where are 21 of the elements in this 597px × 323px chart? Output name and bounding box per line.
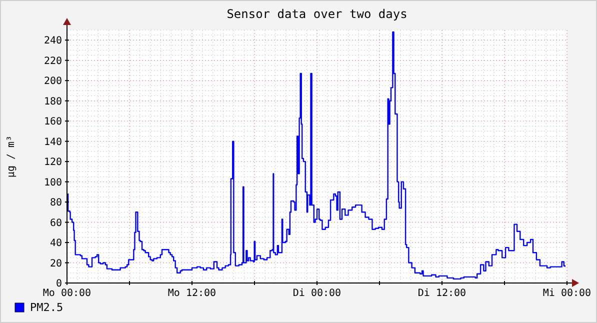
y-tick-label: 40 xyxy=(50,238,62,250)
y-tick-label: 180 xyxy=(44,96,62,108)
y-tick-label: 60 xyxy=(50,218,62,229)
y-tick-label: 0 xyxy=(56,278,62,290)
x-tick-label: Mi 00:00 xyxy=(542,288,592,299)
y-tick-label: 200 xyxy=(44,76,62,88)
x-tick-label: Di 12:00 xyxy=(418,288,466,299)
y-tick-label: 140 xyxy=(44,136,62,148)
y-tick-label: 160 xyxy=(44,116,62,128)
y-tick-label: 80 xyxy=(50,198,62,209)
y-tick-label: 120 xyxy=(44,157,62,168)
y-axis-title: µg / m³ xyxy=(6,135,17,178)
y-tick-label: 20 xyxy=(50,258,62,270)
chart-title: Sensor data over two days xyxy=(226,7,408,21)
y-tick-label: 220 xyxy=(44,56,62,67)
legend-label: PM2.5 xyxy=(30,301,64,314)
x-tick-label: Mo 00:00 xyxy=(42,288,92,299)
y-tick-label: 100 xyxy=(44,177,62,188)
y-tick-label: 240 xyxy=(44,36,62,47)
x-tick-label: Mo 12:00 xyxy=(168,288,216,299)
x-tick-label: Di 00:00 xyxy=(292,288,342,299)
